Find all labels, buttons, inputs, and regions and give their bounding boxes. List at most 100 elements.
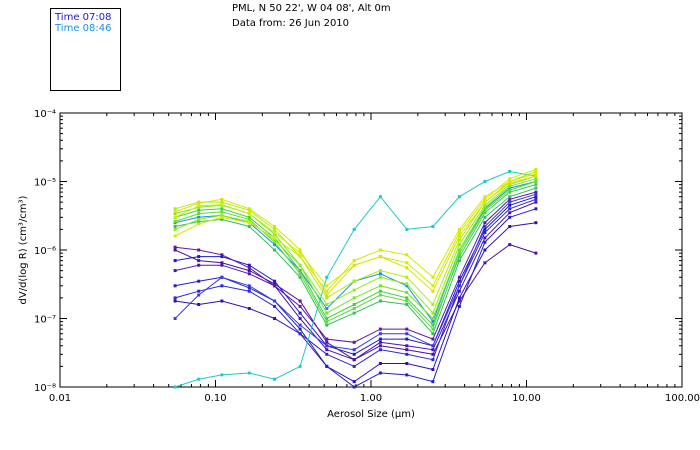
data-point	[378, 289, 382, 293]
data-point	[483, 227, 487, 231]
data-point	[457, 234, 461, 238]
data-point	[378, 299, 382, 303]
data-point	[298, 251, 302, 255]
data-point	[173, 296, 177, 300]
data-point	[405, 352, 409, 356]
data-point	[431, 332, 435, 336]
data-point	[534, 186, 538, 190]
legend-box: Time 07:08 Time 08:46	[50, 8, 121, 91]
data-point	[325, 307, 329, 310]
data-point	[457, 248, 461, 252]
data-point	[352, 263, 356, 267]
data-point	[534, 195, 538, 199]
data-point	[457, 289, 461, 293]
data-point	[378, 275, 382, 279]
data-point	[352, 380, 356, 384]
data-point	[483, 208, 487, 212]
data-point	[405, 373, 409, 377]
data-point	[508, 195, 512, 199]
data-point	[352, 364, 356, 368]
data-point	[378, 362, 382, 365]
x-tick-label: 1.00	[360, 393, 382, 404]
data-point	[298, 263, 302, 267]
data-point	[534, 221, 538, 225]
data-point	[378, 327, 382, 331]
data-point	[534, 172, 538, 176]
data-point	[325, 296, 329, 300]
data-point	[534, 251, 538, 255]
data-point	[405, 291, 409, 294]
data-point	[298, 304, 302, 308]
data-point	[508, 170, 512, 173]
data-point	[273, 238, 277, 242]
data-point	[508, 203, 512, 207]
data-point	[483, 200, 487, 204]
data-point	[173, 284, 177, 288]
data-point	[220, 217, 224, 221]
data-point	[173, 299, 177, 303]
data-point	[197, 220, 201, 224]
data-point	[457, 231, 461, 234]
data-point	[483, 197, 487, 201]
data-point	[378, 255, 382, 259]
data-point	[405, 275, 409, 279]
data-point	[325, 340, 329, 344]
data-point	[457, 195, 461, 199]
series-6	[173, 192, 538, 352]
data-point	[220, 215, 224, 219]
series-line	[175, 222, 536, 383]
data-point	[508, 190, 512, 194]
legend-entry-1: Time 08:46	[55, 23, 112, 34]
data-point	[534, 180, 538, 183]
series-4	[173, 197, 538, 368]
data-point	[273, 284, 277, 288]
data-point	[534, 200, 538, 204]
data-point	[483, 205, 487, 209]
data-point	[534, 192, 538, 196]
data-point	[247, 212, 251, 216]
x-axis-label: Aerosol Size (μm)	[327, 409, 415, 420]
data-point	[378, 344, 382, 348]
data-point	[197, 208, 201, 212]
data-point	[325, 289, 329, 293]
data-point	[483, 211, 487, 215]
data-point	[378, 371, 382, 375]
legend-entry-0: Time 07:08	[55, 12, 112, 23]
data-point	[431, 320, 435, 324]
data-point	[173, 269, 177, 273]
data-point	[173, 227, 177, 231]
series-group	[173, 167, 538, 389]
data-point	[508, 177, 512, 181]
data-point	[273, 243, 277, 247]
data-point	[431, 311, 435, 315]
data-point	[173, 385, 177, 389]
date-header: Data from: 26 Jun 2010	[232, 18, 350, 29]
data-point	[298, 323, 302, 327]
data-point	[405, 266, 409, 270]
data-point	[220, 275, 224, 279]
data-point	[273, 304, 277, 308]
data-point	[247, 266, 251, 270]
data-point	[197, 377, 201, 381]
x-tick-label: 10.00	[512, 393, 541, 404]
series-line	[174, 173, 537, 292]
data-point	[534, 197, 538, 201]
data-point	[405, 344, 409, 348]
data-point	[220, 210, 224, 214]
y-axis-label: dV/d(log R) (cm³/cm³)	[18, 195, 29, 304]
data-point	[197, 289, 201, 293]
data-point	[508, 197, 512, 201]
plot-frame	[59, 112, 683, 388]
data-point	[431, 327, 435, 331]
data-point	[457, 304, 461, 308]
data-point	[431, 303, 435, 306]
data-point	[298, 255, 302, 259]
data-point	[197, 215, 201, 219]
data-point	[197, 222, 201, 226]
data-point	[247, 207, 251, 211]
data-point	[273, 282, 277, 286]
data-point	[431, 289, 435, 293]
series-5	[173, 195, 538, 356]
data-point	[273, 279, 277, 283]
data-point	[483, 240, 487, 244]
